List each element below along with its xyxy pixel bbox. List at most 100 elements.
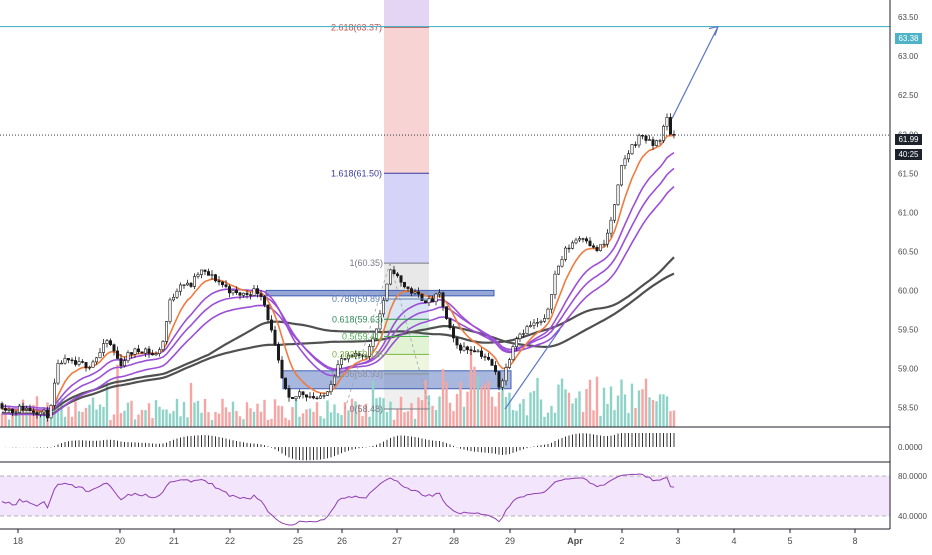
candle-body xyxy=(217,280,221,283)
rsi-band xyxy=(0,476,890,516)
volume-bar xyxy=(469,349,473,427)
fib-extension-label: 1.618(61.50) xyxy=(331,168,382,178)
candle-body xyxy=(252,288,256,296)
candle-body xyxy=(528,325,532,327)
fib-level-label: 0.786(59.89) xyxy=(332,294,383,304)
candle-body xyxy=(130,352,134,355)
volume-bar xyxy=(623,394,627,427)
candle-body xyxy=(322,395,326,397)
candle-body xyxy=(325,391,329,396)
candle-body xyxy=(581,238,585,240)
volume-bar xyxy=(413,418,417,427)
volume-bar xyxy=(620,379,623,427)
volume-bar xyxy=(18,403,21,427)
volume-bar xyxy=(669,411,672,427)
trend-arrow-segment xyxy=(504,329,561,410)
volume-bar xyxy=(385,412,389,427)
volume-bar xyxy=(417,397,420,427)
candle-body xyxy=(542,318,546,322)
candle-body xyxy=(119,358,123,367)
candle-body xyxy=(493,365,497,373)
candle-body xyxy=(448,318,452,329)
volume-bar xyxy=(567,392,571,427)
candle-body xyxy=(63,358,67,364)
volume-bar xyxy=(522,398,525,427)
candle-body xyxy=(259,293,263,297)
candle-body xyxy=(133,348,137,355)
candle-body xyxy=(584,238,588,242)
volume-bar xyxy=(581,412,585,427)
candle-body xyxy=(224,284,228,287)
arrow-head-icon xyxy=(708,25,719,36)
fib-level-label: 0.236(58.93) xyxy=(332,369,383,379)
volume-bar xyxy=(504,397,508,427)
volume-bar xyxy=(291,407,294,427)
volume-bar xyxy=(557,384,560,427)
volume-bar xyxy=(102,406,105,427)
volume-bar xyxy=(585,389,588,427)
volume-bar xyxy=(665,396,669,427)
volume-bar xyxy=(231,401,235,427)
candle-body xyxy=(207,271,211,276)
volume-bar xyxy=(224,407,228,427)
candle-body xyxy=(553,273,557,295)
candle-body xyxy=(311,396,315,399)
candle-body xyxy=(116,350,120,359)
price-tick-label: 59.00 xyxy=(898,364,919,373)
volume-bar xyxy=(588,379,592,427)
volume-bar xyxy=(53,395,56,427)
candle-body xyxy=(59,362,63,365)
volume-bar xyxy=(420,400,424,427)
projection-arrow[interactable] xyxy=(671,26,719,119)
candle-body xyxy=(297,391,301,397)
candle-body xyxy=(451,327,455,339)
candle-body xyxy=(301,391,305,396)
candle-body xyxy=(77,361,81,365)
candle-body xyxy=(98,352,102,359)
volume-bar xyxy=(403,412,406,427)
fib-level-label: 0.5(59.41) xyxy=(342,331,383,341)
volume-bar xyxy=(126,402,130,427)
candle-body xyxy=(413,291,417,294)
candle-body xyxy=(210,274,214,276)
candle-body xyxy=(364,355,368,358)
candle-body xyxy=(392,269,396,275)
candle-body xyxy=(444,306,448,319)
candle-body xyxy=(549,294,553,310)
candle-body xyxy=(637,135,641,146)
candle-body xyxy=(52,382,56,406)
volume-bar xyxy=(662,394,665,427)
fib-level-label: 0.382(59.18) xyxy=(332,349,383,359)
price-axis-bg xyxy=(890,0,932,550)
candle-body xyxy=(350,354,354,357)
rsi-line xyxy=(1,473,675,526)
candle-body xyxy=(179,284,183,292)
candle-body xyxy=(95,357,99,363)
candle-body xyxy=(137,348,141,353)
volume-bar xyxy=(616,395,620,427)
candle-body xyxy=(109,340,113,345)
candle-body xyxy=(175,290,179,298)
candle-body xyxy=(483,356,487,358)
candle-body xyxy=(563,247,567,260)
volume-bar xyxy=(130,400,133,427)
candle-body xyxy=(539,321,543,323)
volume-bar xyxy=(154,400,158,427)
candle-body xyxy=(500,380,504,388)
volume-bar xyxy=(42,409,46,427)
volume-bar xyxy=(214,411,217,427)
candle-body xyxy=(242,292,246,296)
candle-body xyxy=(35,412,39,415)
time-tick-label: 25 xyxy=(293,536,303,546)
volume-bar xyxy=(301,413,305,427)
candle-body xyxy=(165,321,169,342)
volume-bar xyxy=(305,409,308,427)
time-tick-label: Apr xyxy=(567,536,583,546)
candle-body xyxy=(521,333,525,335)
volume-bar xyxy=(28,405,32,427)
candle-body xyxy=(28,407,32,412)
candle-body xyxy=(416,291,420,295)
support-zone[interactable] xyxy=(282,370,512,390)
current-price-tag: 61.99 xyxy=(895,134,922,145)
